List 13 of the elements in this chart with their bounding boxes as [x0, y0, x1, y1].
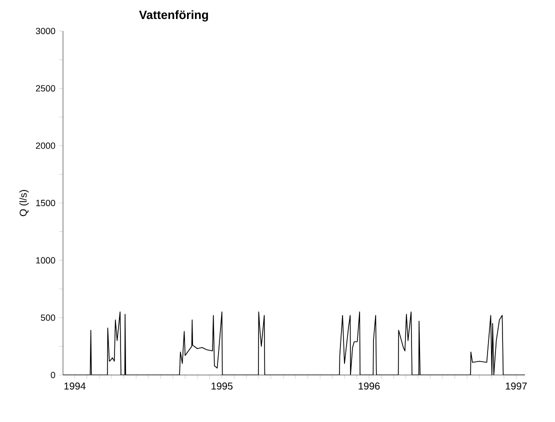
y-tick-label: 500: [40, 314, 56, 321]
y-tick-label: 3000: [36, 28, 56, 34]
x-tick-label: 1997: [506, 382, 527, 390]
y-tick-label: 1500: [36, 200, 56, 206]
x-tick-label: 1996: [358, 382, 380, 390]
y-axis-title: Q (l/s): [19, 190, 29, 216]
x-tick-label: 1995: [212, 382, 233, 390]
x-tick-label: 1994: [64, 382, 86, 390]
y-tick-label: 0: [50, 372, 56, 378]
y-tick-label: 1000: [36, 257, 56, 264]
chart-title: Vattenföring: [139, 10, 208, 22]
y-tick-label: 2000: [36, 142, 56, 149]
y-tick-label: 2500: [36, 85, 56, 92]
